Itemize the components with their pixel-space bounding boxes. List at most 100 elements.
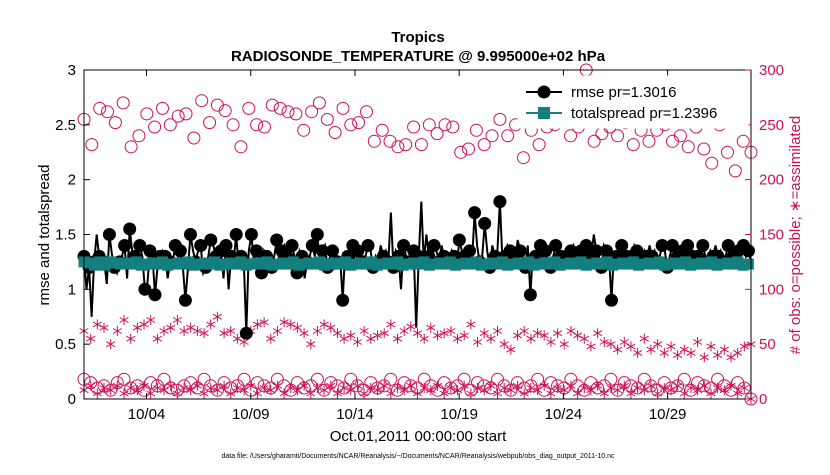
obs-assimilated-marker	[412, 388, 423, 399]
obs-assimilated-marker	[459, 330, 469, 341]
obs-possible-marker	[642, 134, 656, 148]
obs-possible-marker	[163, 118, 177, 132]
y-tick-label-right: 150	[759, 227, 784, 244]
y-tick-label-right: 200	[759, 172, 784, 189]
obs-possible-marker	[367, 134, 381, 148]
obs-assimilated-marker	[372, 330, 383, 341]
obs-possible-marker	[124, 381, 138, 395]
obs-assimilated-marker	[686, 383, 696, 393]
obs-assimilated-marker	[472, 337, 483, 347]
obs-possible-marker	[626, 138, 640, 152]
rmse-marker	[102, 228, 116, 241]
x-tick-label: 10/14	[336, 406, 374, 423]
obs-assimilated-marker	[699, 380, 709, 391]
obs-assimilated-marker	[112, 326, 122, 336]
obs-assimilated-marker	[646, 380, 656, 391]
obs-assimilated-marker	[439, 328, 449, 339]
obs-assimilated-marker	[106, 339, 116, 350]
totalspread-marker	[742, 258, 754, 270]
y-tick-label-right: 250	[759, 117, 784, 134]
rmse-marker	[361, 239, 375, 252]
obs-assimilated-marker	[446, 383, 456, 393]
obs-possible-marker	[375, 123, 389, 137]
obs-assimilated-marker	[586, 341, 596, 352]
obs-assimilated-marker	[432, 380, 443, 391]
rmse-marker	[742, 244, 755, 258]
obs-assimilated-marker	[392, 383, 403, 393]
obs-possible-marker	[226, 118, 240, 132]
obs-assimilated-marker	[392, 333, 403, 344]
obs-possible-marker	[705, 156, 719, 170]
y-tick-label-left: 2.5	[55, 117, 76, 134]
obs-assimilated-marker	[613, 344, 623, 355]
rmse-marker	[630, 244, 644, 258]
rmse-marker	[255, 266, 268, 280]
obs-assimilated-marker	[246, 380, 256, 391]
obs-assimilated-marker	[733, 388, 743, 399]
obs-possible-marker	[337, 381, 351, 395]
obs-possible-marker	[108, 116, 122, 130]
obs-assimilated-marker	[699, 352, 709, 363]
rmse-marker	[173, 244, 187, 258]
obs-possible-marker	[564, 129, 577, 143]
obs-possible-marker	[491, 372, 504, 386]
rmse-marker	[463, 244, 476, 258]
rmse-marker	[133, 239, 147, 252]
rmse-marker	[599, 244, 613, 258]
rmse-marker	[315, 244, 329, 258]
obs-assimilated-marker	[666, 341, 676, 352]
obs-assimilated-marker	[279, 388, 289, 399]
rmse-marker	[615, 239, 629, 252]
obs-assimilated-marker	[119, 388, 129, 399]
obs-possible-marker	[485, 129, 499, 143]
obs-assimilated-marker	[172, 388, 182, 399]
rmse-marker	[305, 239, 319, 252]
rmse-marker	[178, 293, 192, 307]
obs-possible-marker	[501, 129, 515, 143]
obs-assimilated-marker	[552, 383, 563, 393]
obs-assimilated-marker	[312, 326, 323, 336]
obs-possible-marker	[234, 140, 248, 154]
obs-assimilated-marker	[526, 383, 536, 393]
obs-assimilated-marker	[172, 315, 182, 325]
obs-assimilated-marker	[212, 311, 222, 322]
obs-possible-marker	[728, 164, 742, 178]
x-axis-label: Oct.01,2011 00:00:00 start	[330, 428, 507, 445]
obs-assimilated-marker	[499, 339, 509, 350]
obs-assimilated-marker	[126, 383, 136, 393]
rmse-marker	[239, 326, 253, 340]
obs-assimilated-marker	[299, 328, 309, 339]
obs-assimilated-marker	[359, 326, 369, 336]
y-axis-label-right: # of obs: o=possible; ∗=assimilated	[787, 116, 804, 355]
obs-possible-marker	[140, 107, 154, 121]
obs-assimilated-marker	[492, 388, 503, 399]
rmse-marker	[589, 244, 603, 258]
obs-assimilated-marker	[306, 388, 316, 399]
obs-assimilated-marker	[519, 326, 529, 336]
obs-possible-marker	[85, 138, 99, 152]
obs-possible-marker	[611, 129, 625, 143]
obs-assimilated-marker	[266, 333, 276, 344]
obs-possible-marker	[197, 372, 211, 386]
obs-assimilated-marker	[426, 322, 436, 333]
rmse-marker	[351, 244, 365, 258]
obs-possible-marker	[281, 105, 295, 119]
obs-assimilated-marker	[546, 388, 556, 399]
obs-assimilated-marker	[653, 339, 663, 350]
obs-assimilated-marker	[606, 339, 616, 350]
axes: 0 0.5 1 1.5 2 2.5 3 0 50 100 150 200 250 300 10/04 10/0…	[55, 62, 784, 423]
obs-assimilated-marker	[119, 315, 129, 325]
x-tick-label: 10/19	[440, 406, 478, 423]
obs-assimilated-marker	[112, 380, 122, 391]
rmse-marker	[285, 239, 299, 252]
obs-assimilated-marker	[352, 337, 363, 347]
chart-title: Tropics	[391, 29, 444, 46]
obs-possible-marker	[352, 116, 366, 130]
obs-possible-marker	[328, 126, 342, 139]
legend: rmse pr=1.3016 totalspread pr=1.2396	[517, 75, 749, 129]
obs-possible-marker	[305, 105, 319, 119]
obs-assimilated-marker	[593, 380, 603, 391]
obs-possible-marker	[320, 112, 334, 126]
legend-rmse-marker	[537, 85, 551, 99]
obs-assimilated-marker	[472, 383, 483, 393]
